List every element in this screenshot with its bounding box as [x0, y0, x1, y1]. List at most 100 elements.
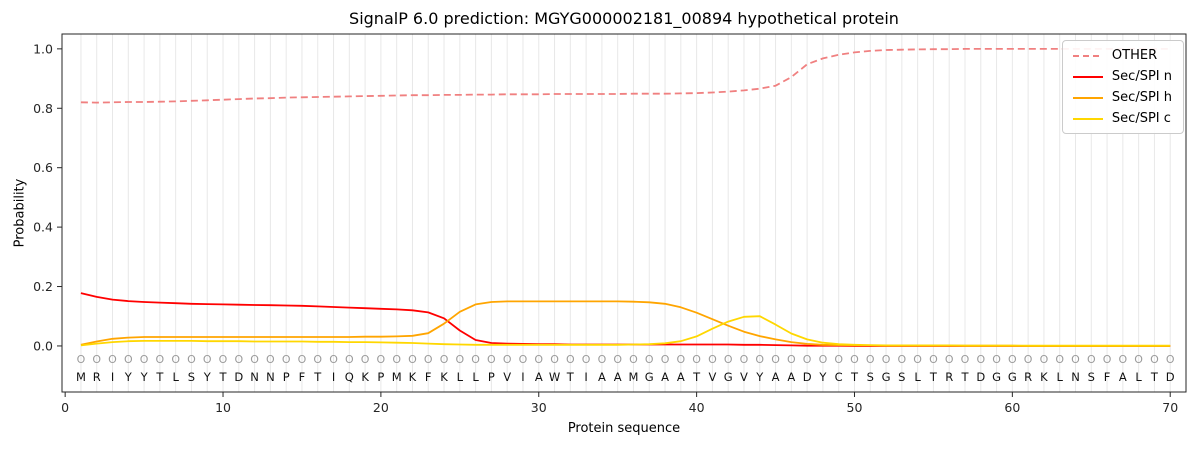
position-label: O [976, 353, 985, 366]
position-label: O [1119, 353, 1128, 366]
residue-letter: K [409, 370, 417, 384]
position-label: O [187, 353, 196, 366]
residue-letter: G [882, 370, 891, 384]
residue-letter: I [521, 370, 524, 384]
position-label: O [1024, 353, 1033, 366]
y-tick-label: 0.0 [33, 338, 53, 353]
legend-label: Sec/SPI c [1111, 111, 1171, 126]
residue-letter: S [188, 370, 195, 384]
residue-letter: Q [345, 370, 354, 384]
position-label: O [282, 353, 291, 366]
residue-letter: G [724, 370, 733, 384]
position-label: O [803, 353, 812, 366]
series-line-other [80, 48, 1171, 104]
x-tick-label: 60 [1004, 400, 1020, 415]
residue-letter: Y [755, 370, 764, 384]
residue-letter: V [740, 370, 748, 384]
residue-letter: L [914, 370, 921, 384]
position-label: O [771, 353, 780, 366]
position-label: O [219, 353, 228, 366]
residue-letter: T [929, 370, 938, 384]
residue-letter: I [332, 370, 335, 384]
y-tick-label: 0.8 [33, 101, 53, 116]
position-label: O [329, 353, 338, 366]
legend-label: Sec/SPI h [1111, 90, 1172, 105]
position-label: O [471, 353, 480, 366]
residue-letter: M [629, 370, 639, 384]
position-label: O [455, 353, 464, 366]
position-label: O [234, 353, 243, 366]
position-label: O [440, 353, 449, 366]
x-tick-label: 50 [847, 400, 863, 415]
residue-letter: T [155, 370, 164, 384]
residue-letter: A [1119, 370, 1127, 384]
x-tick-label: 0 [61, 400, 69, 415]
legend-item-sec-spi-c: Sec/SPI c [1072, 111, 1172, 126]
residue-letter: K [1040, 370, 1048, 384]
residue-letter: F [1104, 370, 1111, 384]
position-label: O [92, 353, 101, 366]
residue-letter: S [867, 370, 874, 384]
residue-letter: R [945, 370, 953, 384]
position-label: O [834, 353, 843, 366]
residue-letter: S [898, 370, 905, 384]
residue-letter: V [503, 370, 511, 384]
axes-box [61, 33, 1187, 393]
residue-letter: L [1135, 370, 1142, 384]
position-label: O [1087, 353, 1096, 366]
position-label: O [313, 353, 322, 366]
residue-letter: W [549, 370, 560, 384]
legend: OTHER Sec/SPI n Sec/SPI h Sec/SPI c [1061, 40, 1184, 134]
residue-letter: T [850, 370, 859, 384]
position-label: O [503, 353, 512, 366]
position-label: O [203, 353, 212, 366]
position-label: O [708, 353, 717, 366]
position-label: O [345, 353, 354, 366]
residue-letter: G [645, 370, 654, 384]
position-label: O [913, 353, 922, 366]
residue-letter: L [172, 370, 179, 384]
residue-letter: C [835, 370, 843, 384]
residue-letter: T [1150, 370, 1159, 384]
position-label: O [408, 353, 417, 366]
residue-letter: P [377, 370, 384, 384]
position-label: O [724, 353, 733, 366]
y-tick-label: 1.0 [33, 41, 53, 56]
position-label: O [140, 353, 149, 366]
residue-letter: A [787, 370, 795, 384]
residue-letter: D [803, 370, 812, 384]
position-label: O [582, 353, 591, 366]
residue-letter: T [219, 370, 228, 384]
x-tick-label: 70 [1162, 400, 1178, 415]
position-label: O [1103, 353, 1112, 366]
position-label: O [424, 353, 433, 366]
position-label: O [250, 353, 259, 366]
residue-letter: A [535, 370, 543, 384]
position-label: O [550, 353, 559, 366]
legend-line-sample [1072, 96, 1103, 99]
position-label: O [692, 353, 701, 366]
position-label: O [866, 353, 875, 366]
series-line-sec-spi-h [80, 300, 1171, 347]
position-label: O [519, 353, 528, 366]
residue-letter: Y [124, 370, 133, 384]
residue-letter: F [299, 370, 306, 384]
x-tick-label: 40 [689, 400, 705, 415]
y-tick-label: 0.4 [33, 220, 53, 235]
legend-label: Sec/SPI n [1111, 69, 1172, 84]
legend-label: OTHER [1111, 48, 1158, 63]
residue-letter: N [250, 370, 259, 384]
position-label: O [1134, 353, 1143, 366]
position-label: O [156, 353, 165, 366]
legend-item-other: OTHER [1072, 48, 1172, 63]
residue-letter: L [457, 370, 464, 384]
residue-letter: K [440, 370, 448, 384]
residue-letter: M [392, 370, 402, 384]
residue-letter: I [584, 370, 587, 384]
position-label: O [661, 353, 670, 366]
legend-line-sample [1072, 54, 1103, 57]
residue-letter: G [992, 370, 1001, 384]
position-label: O [171, 353, 180, 366]
position-label: O [392, 353, 401, 366]
